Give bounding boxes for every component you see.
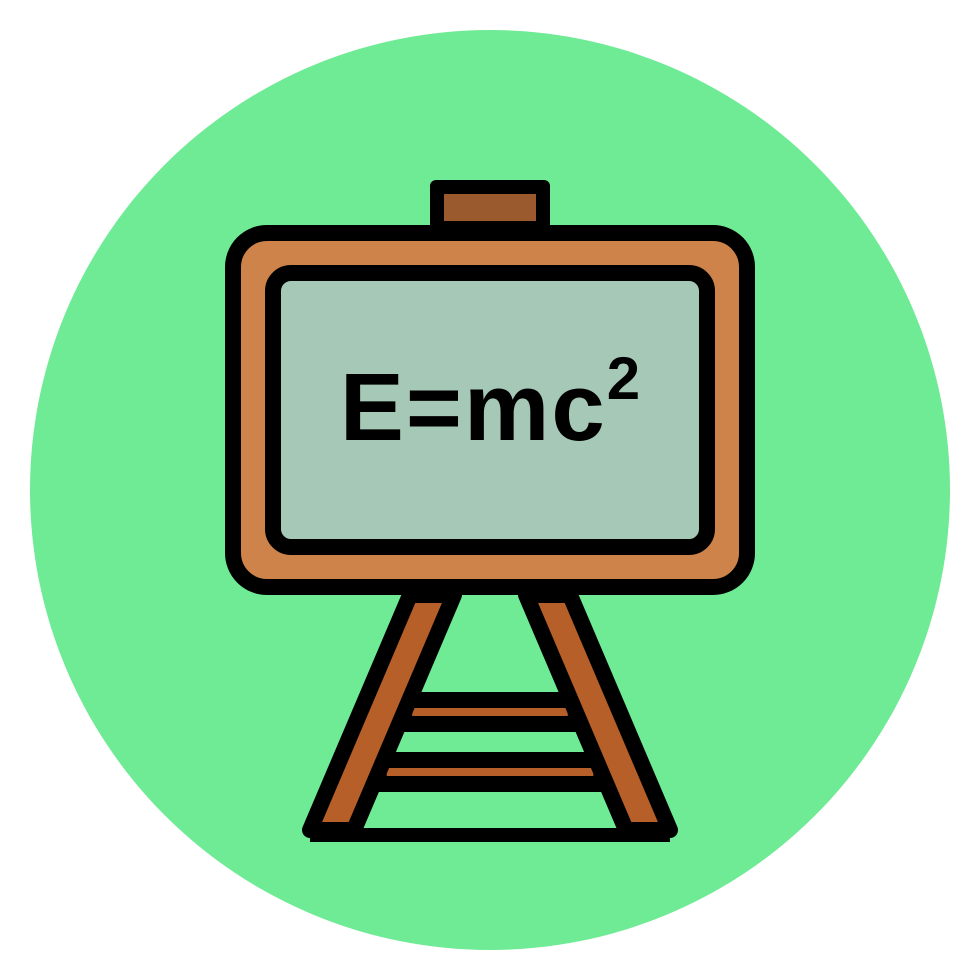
ground-line <box>310 828 670 842</box>
physics-board-icon: E=mc2 <box>0 0 980 980</box>
formula-superscript: 2 <box>607 345 640 412</box>
formula-text: E=mc2 <box>0 352 980 463</box>
formula-base: E=mc <box>340 354 607 461</box>
